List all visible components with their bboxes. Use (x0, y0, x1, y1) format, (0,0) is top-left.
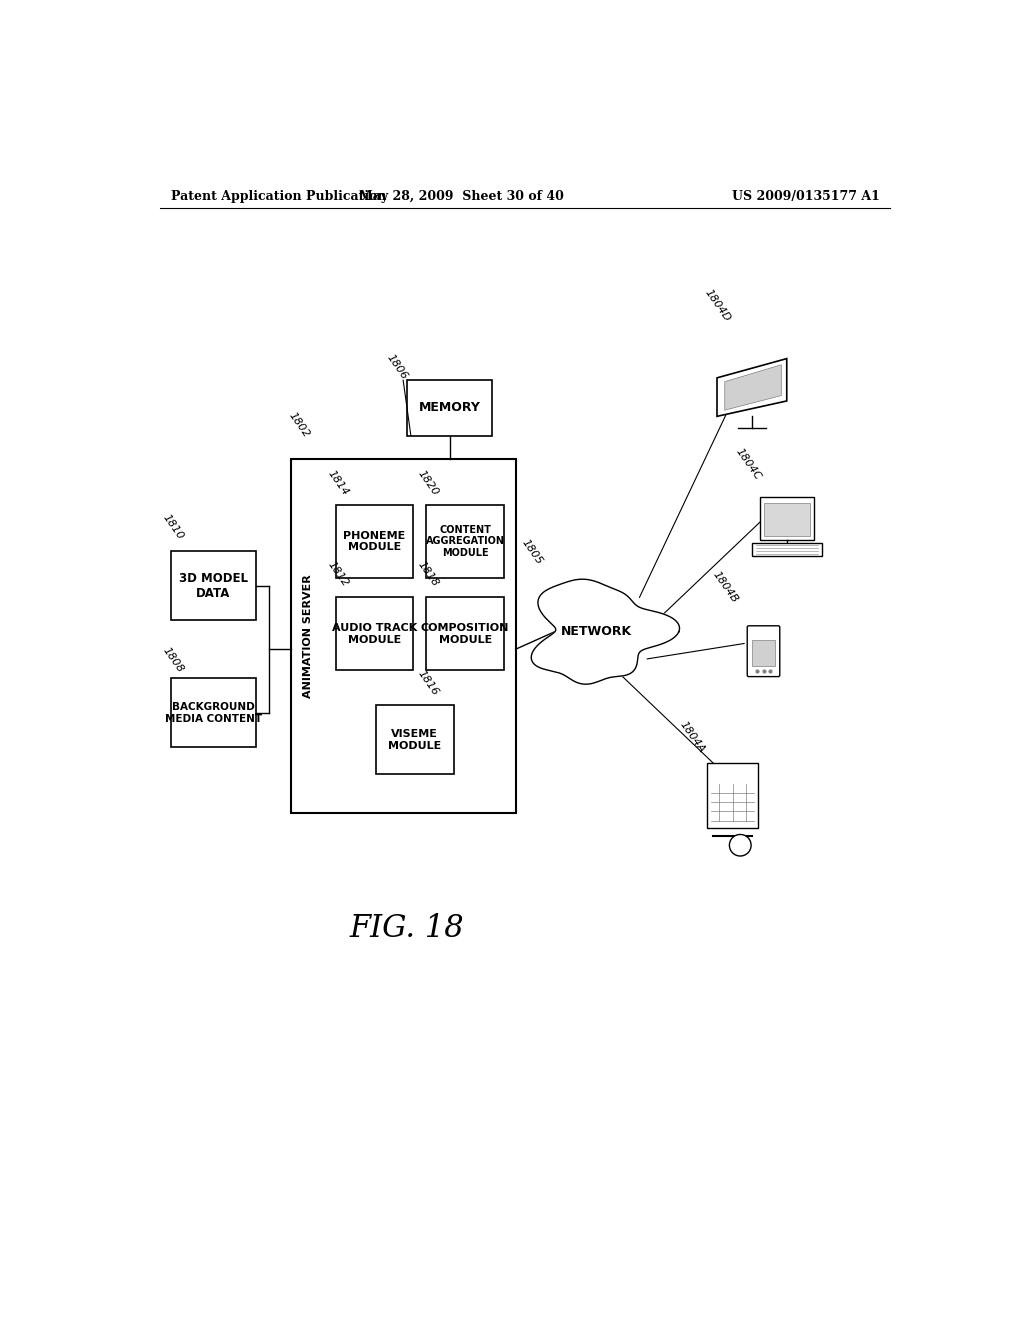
Polygon shape (531, 579, 680, 684)
Text: May 28, 2009  Sheet 30 of 40: May 28, 2009 Sheet 30 of 40 (358, 190, 563, 203)
Bar (708, 763, 758, 829)
Text: US 2009/0135177 A1: US 2009/0135177 A1 (732, 190, 880, 203)
Bar (171, 552, 256, 620)
FancyBboxPatch shape (748, 626, 779, 677)
Text: 1810: 1810 (161, 512, 185, 543)
Text: ANIMATION SERVER: ANIMATION SERVER (303, 574, 312, 698)
Bar (171, 678, 256, 747)
Bar (376, 705, 454, 775)
Bar (407, 380, 493, 436)
Text: PHONEME
MODULE: PHONEME MODULE (343, 531, 406, 552)
Text: Patent Application Publication: Patent Application Publication (171, 190, 386, 203)
Bar (752, 640, 775, 665)
Text: NETWORK: NETWORK (561, 626, 633, 639)
Text: 1816: 1816 (417, 668, 441, 697)
Bar (336, 506, 414, 578)
Text: MEMORY: MEMORY (419, 401, 480, 414)
Text: 1806: 1806 (385, 352, 410, 381)
Text: 1805: 1805 (519, 537, 544, 566)
Bar (426, 506, 504, 578)
Bar (336, 597, 414, 671)
Text: COMPOSITION
MODULE: COMPOSITION MODULE (421, 623, 509, 644)
Text: 1814: 1814 (326, 469, 350, 498)
Text: 1818: 1818 (417, 558, 441, 589)
Bar (760, 498, 814, 540)
Bar (426, 597, 504, 671)
Text: CONTENT
AGGREGATION
MODULE: CONTENT AGGREGATION MODULE (426, 525, 505, 558)
Circle shape (729, 834, 751, 857)
Text: 1808: 1808 (161, 645, 185, 675)
Text: BACKGROUND
MEDIA CONTENT: BACKGROUND MEDIA CONTENT (165, 702, 262, 723)
Text: 1804A: 1804A (678, 719, 708, 755)
Text: 1804D: 1804D (703, 288, 732, 323)
Polygon shape (717, 359, 786, 416)
Text: AUDIO TRACK
MODULE: AUDIO TRACK MODULE (332, 623, 417, 644)
Text: VISEME
MODULE: VISEME MODULE (388, 729, 441, 751)
Text: 3D MODEL
DATA: 3D MODEL DATA (179, 572, 248, 599)
Text: 1804C: 1804C (734, 446, 763, 482)
Text: 1820: 1820 (417, 469, 441, 498)
Text: 1804B: 1804B (711, 570, 739, 605)
Bar (764, 503, 810, 536)
Text: 1802: 1802 (287, 411, 311, 440)
Bar (752, 543, 821, 557)
Bar (291, 459, 515, 813)
Text: FIG. 18: FIG. 18 (349, 913, 464, 944)
Polygon shape (725, 364, 781, 411)
Text: 1812: 1812 (326, 558, 350, 589)
